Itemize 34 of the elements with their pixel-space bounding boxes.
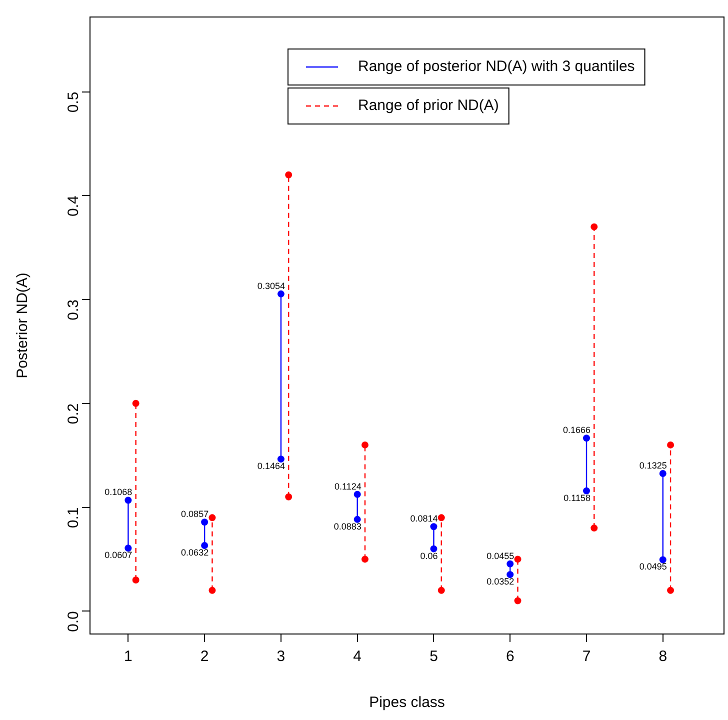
data-label: 0.0632 [181, 547, 209, 558]
data-label: 0.1666 [562, 425, 591, 436]
x-tick-label: 4 [353, 648, 362, 666]
data-label: 0.1464 [257, 461, 285, 472]
data-label: 0.0455 [486, 550, 514, 561]
x-tick-label: 1 [124, 648, 132, 666]
data-label: 0.0607 [104, 550, 132, 560]
data-label: 0.1068 [104, 487, 132, 498]
data-label: 0.0883 [334, 521, 362, 532]
data-label: 0.0857 [181, 509, 209, 520]
x-tick-label: 8 [658, 648, 668, 666]
data-label: 0.1325 [639, 460, 667, 470]
legend-label: Range of prior ND(A) [358, 97, 499, 114]
y-tick-label: 0.1 [65, 507, 82, 528]
data-label: 0.06 [420, 550, 438, 561]
x-axis-title: Pipes class [369, 694, 445, 712]
data-label: 0.0352 [486, 576, 514, 587]
data-label: 0.1124 [334, 481, 362, 492]
x-tick-label: 3 [276, 648, 286, 666]
x-tick-label: 2 [200, 648, 209, 666]
y-tick-label: 0.5 [65, 92, 82, 113]
y-tick-label: 0.2 [65, 403, 82, 424]
y-axis-title: Posterior ND(A) [14, 272, 32, 378]
x-tick-label: 6 [506, 648, 514, 666]
data-label: 0.0495 [639, 562, 667, 572]
x-tick-label: 7 [582, 648, 591, 666]
x-tick-label: 5 [430, 648, 438, 666]
y-tick-label: 0.3 [65, 300, 82, 320]
y-tick-label: 0.0 [65, 611, 82, 632]
data-label: 0.0814 [410, 514, 438, 524]
data-label: 0.1158 [564, 492, 591, 503]
data-label: 0.3054 [257, 280, 285, 291]
legend-label: Range of posterior ND(A) with 3 quantiles [358, 58, 635, 76]
y-tick-label: 0.4 [65, 196, 82, 217]
